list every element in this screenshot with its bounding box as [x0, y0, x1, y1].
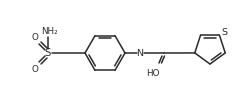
Text: NH₂: NH₂	[41, 26, 57, 36]
Text: O: O	[32, 64, 39, 73]
Text: N: N	[137, 49, 144, 57]
Text: HO: HO	[146, 68, 160, 77]
Text: S: S	[45, 48, 51, 58]
Text: S: S	[221, 28, 227, 37]
Text: O: O	[32, 33, 39, 42]
